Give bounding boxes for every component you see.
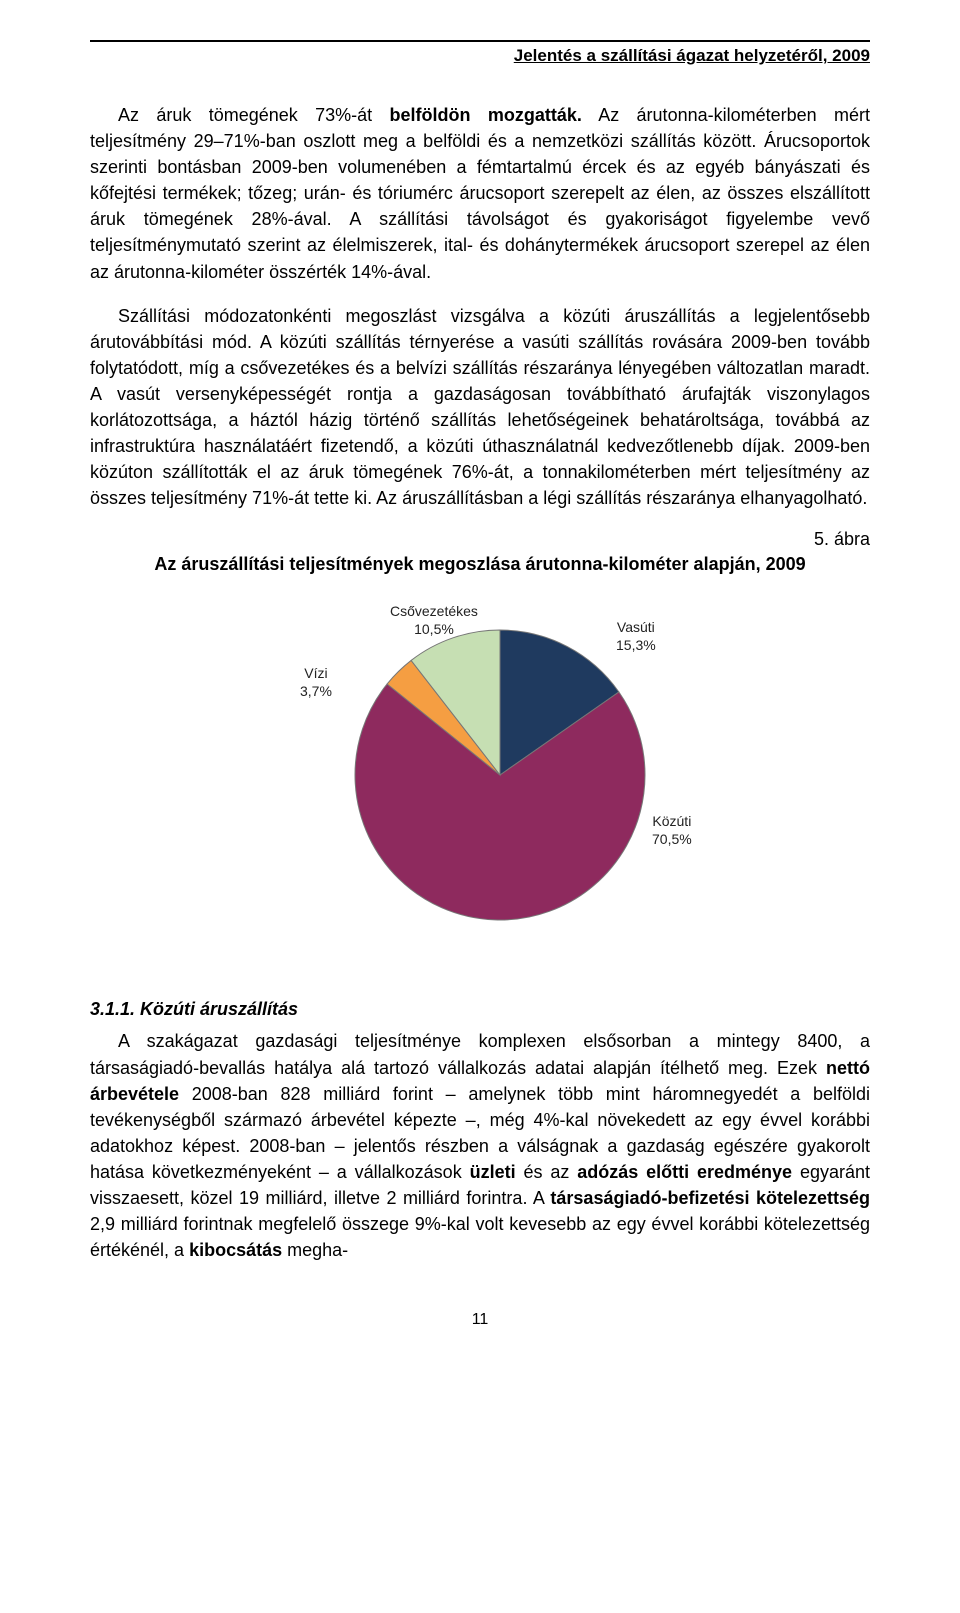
pie-label-vízi: Vízi3,7% [300,665,332,700]
figure-caption: Az áruszállítási teljesítmények megoszlá… [90,554,870,575]
pie-label-vasúti: Vasúti15,3% [616,619,656,654]
section-heading: 3.1.1. Közúti áruszállítás [90,999,870,1020]
p1-c: Az árutonna-kilométerben mért teljesítmé… [90,105,870,282]
pie-label-közúti: Közúti70,5% [652,813,692,848]
pie-chart-container: Vasúti15,3% Közúti70,5% Vízi3,7% Csővezeték… [220,585,740,965]
body-paragraph-2: Szállítási módozatonkénti megoszlást viz… [90,303,870,512]
sp-k: megha- [282,1240,348,1260]
body-paragraph-1: Az áruk tömegének 73%-át belföldön mozga… [90,102,870,285]
sp-b2: üzleti [470,1162,516,1182]
sp-b5: kibocsátás [189,1240,282,1260]
sp-a: A szakágazat gazdasági teljesítménye kom… [90,1031,870,1077]
p2: Szállítási módozatonkénti megoszlást viz… [90,306,870,509]
page-number: 11 [90,1311,870,1329]
pie-label-csővezetékes: Csővezetékes10,5% [390,603,478,638]
p1-b: belföldön mozgatták. [390,105,582,125]
p1-a: Az áruk tömegének 73%-át [118,105,390,125]
figure-number-label: 5. ábra [90,529,870,550]
sp-e: és az [516,1162,578,1182]
pie-chart [220,585,740,965]
page-header-title: Jelentés a szállítási ágazat helyzetéről… [90,46,870,66]
sp-b3: adózás előtti eredménye [577,1162,792,1182]
sp-b4: társaságiadó-befizetési kötelezettség [550,1188,870,1208]
section-paragraph: A szakágazat gazdasági teljesítménye kom… [90,1028,870,1263]
